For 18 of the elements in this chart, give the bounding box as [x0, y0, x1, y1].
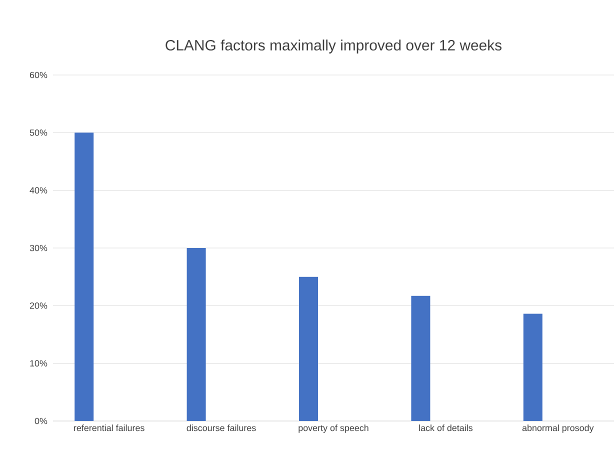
x-tick-label: referential failures — [74, 424, 144, 432]
x-tick-label: abnormal prosody — [522, 424, 594, 433]
y-tick-label: 30% — [30, 244, 48, 252]
y-tick-label: 60% — [30, 72, 48, 78]
y-tick-label: 40% — [30, 187, 48, 194]
bar — [523, 314, 542, 421]
bar — [74, 132, 94, 421]
y-tick-label: 0% — [34, 418, 48, 424]
y-tick-label: 50% — [30, 129, 48, 136]
chart-title: CLANG factors maximally improved over 12 weeks — [166, 40, 502, 54]
bar — [186, 248, 206, 421]
bar — [299, 276, 318, 421]
y-tick-label: 20% — [30, 302, 48, 309]
bar — [411, 296, 430, 421]
x-tick-label: discourse failures — [186, 424, 256, 432]
y-tick-label: 10% — [30, 360, 48, 367]
x-tick-label: poverty of speech — [298, 424, 368, 433]
x-tick-label: lack of details — [419, 424, 473, 432]
